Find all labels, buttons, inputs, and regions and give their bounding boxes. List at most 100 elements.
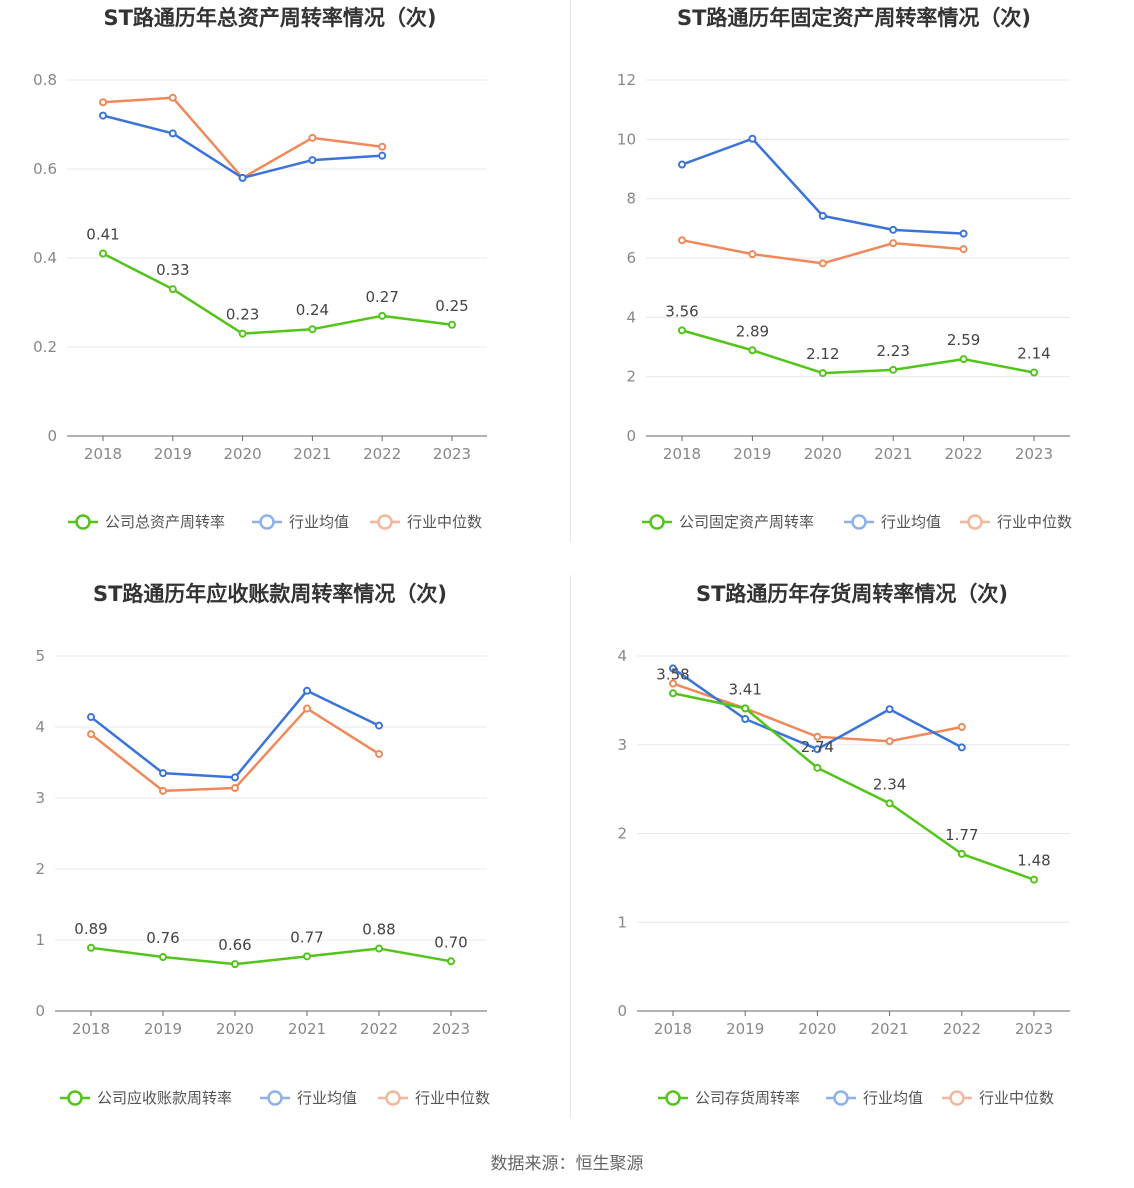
legend-item-industry-average[interactable]: 行业均值	[252, 513, 349, 531]
data-label: 1.77	[945, 826, 978, 844]
y-tick-label: 4	[626, 308, 636, 326]
data-point-industry-median[interactable]	[959, 245, 968, 254]
data-point-industry-average[interactable]	[813, 745, 822, 754]
data-label: 3.58	[656, 665, 689, 683]
data-point-industry-average[interactable]	[889, 225, 898, 234]
data-point-industry-average[interactable]	[957, 743, 966, 752]
data-point-company[interactable]	[669, 689, 677, 698]
data-point-industry-median[interactable]	[99, 98, 107, 107]
legend-label: 公司固定资产周转率	[679, 513, 814, 531]
legend-item-industry-median[interactable]: 行业中位数	[378, 1089, 490, 1107]
data-point-company[interactable]	[87, 943, 95, 952]
data-point-industry-average[interactable]	[678, 160, 686, 169]
data-point-company[interactable]	[1030, 368, 1038, 377]
legend-item-industry-average[interactable]: 行业均值	[844, 513, 941, 531]
data-point-industry-median[interactable]	[231, 784, 239, 793]
data-point-company[interactable]	[378, 311, 387, 320]
data-point-company[interactable]	[375, 944, 383, 953]
data-point-industry-average[interactable]	[168, 129, 177, 138]
data-point-company[interactable]	[678, 326, 686, 335]
data-point-industry-median[interactable]	[303, 704, 311, 713]
data-point-company[interactable]	[813, 763, 822, 772]
legend-label: 公司存货周转率	[695, 1089, 800, 1107]
legend-item-industry-median[interactable]: 行业中位数	[370, 513, 482, 531]
legend-marker	[649, 514, 665, 530]
data-point-company[interactable]	[238, 329, 247, 338]
data-point-industry-median[interactable]	[378, 142, 387, 151]
data-label: 1.48	[1017, 852, 1050, 870]
data-point-company[interactable]	[308, 325, 317, 334]
data-point-industry-median[interactable]	[889, 239, 898, 248]
legend-item-company[interactable]: 公司总资产周转率	[68, 513, 225, 531]
x-tick-label: 2021	[288, 1020, 326, 1038]
data-point-company[interactable]	[885, 799, 894, 808]
legend-marker	[259, 514, 275, 530]
data-point-company[interactable]	[1030, 875, 1038, 884]
data-point-industry-average[interactable]	[87, 713, 95, 722]
data-point-industry-average[interactable]	[231, 773, 239, 782]
data-point-industry-median[interactable]	[748, 250, 757, 259]
data-point-company[interactable]	[168, 285, 177, 294]
data-label: 0.23	[226, 306, 259, 324]
data-point-industry-median[interactable]	[669, 679, 677, 688]
data-point-industry-median[interactable]	[813, 732, 822, 741]
vertical-divider-bottom	[570, 575, 571, 1118]
data-point-industry-average[interactable]	[238, 173, 247, 182]
data-point-industry-median[interactable]	[375, 749, 383, 758]
data-point-industry-average[interactable]	[99, 111, 107, 120]
data-point-company[interactable]	[741, 704, 750, 713]
data-point-industry-median[interactable]	[87, 730, 95, 739]
legend-marker	[267, 1090, 283, 1106]
data-point-company[interactable]	[99, 249, 107, 258]
data-point-industry-median[interactable]	[885, 737, 894, 746]
data-point-company[interactable]	[447, 957, 455, 966]
data-point-industry-median[interactable]	[818, 259, 827, 268]
data-point-industry-median[interactable]	[308, 133, 317, 142]
data-point-industry-average[interactable]	[669, 664, 677, 673]
legend-item-industry-average[interactable]: 行业均值	[260, 1089, 357, 1107]
chart-panel-inventory-turnover: ST路通历年存货周转率情况（次) 0 1 2 3 4 2018 2019 2020 2021 202…	[576, 575, 1134, 1120]
legend-label: 行业中位数	[979, 1089, 1054, 1107]
data-point-company[interactable]	[889, 365, 898, 374]
data-point-company[interactable]	[303, 952, 311, 961]
y-tick-label: 0	[35, 1002, 45, 1020]
data-point-company[interactable]	[957, 849, 966, 858]
data-point-industry-median[interactable]	[159, 786, 167, 795]
data-point-company[interactable]	[748, 346, 757, 355]
data-point-industry-average[interactable]	[741, 715, 750, 724]
data-label: 0.76	[146, 929, 179, 947]
data-point-industry-average[interactable]	[748, 134, 757, 143]
data-point-industry-average[interactable]	[885, 705, 894, 714]
data-label: 2.74	[801, 738, 834, 756]
chart-svg: ST路通历年应收账款周转率情况（次) 0 1 2 3 4 5 2018 2019 2020 2021…	[35, 582, 490, 1107]
data-point-industry-average[interactable]	[818, 211, 827, 220]
data-point-industry-average[interactable]	[378, 151, 387, 160]
legend-item-company[interactable]: 公司固定资产周转率	[642, 513, 814, 531]
data-point-company[interactable]	[231, 960, 239, 969]
y-tick-label: 10	[617, 130, 636, 148]
chart-title: ST路通历年固定资产周转率情况（次)	[677, 6, 1031, 30]
legend-item-industry-median[interactable]: 行业中位数	[942, 1089, 1054, 1107]
data-point-company[interactable]	[448, 320, 456, 329]
data-point-industry-average[interactable]	[308, 156, 317, 165]
data-point-industry-average[interactable]	[159, 769, 167, 778]
data-point-industry-median[interactable]	[168, 93, 177, 102]
legend-item-industry-median[interactable]: 行业中位数	[960, 513, 1072, 531]
x-tick-label: 2022	[943, 1020, 981, 1038]
data-point-industry-average[interactable]	[375, 721, 383, 730]
data-point-industry-median[interactable]	[957, 723, 966, 731]
chart-title: ST路通历年总资产周转率情况（次)	[103, 6, 436, 30]
data-point-company[interactable]	[959, 355, 968, 364]
legend-marker	[949, 1090, 965, 1106]
x-tick-label: 2022	[363, 445, 401, 463]
data-point-company[interactable]	[159, 953, 167, 962]
legend-item-company[interactable]: 公司应收账款周转率	[60, 1089, 232, 1107]
data-point-industry-average[interactable]	[303, 686, 311, 695]
legend-marker	[851, 514, 867, 530]
x-tick-label: 2023	[432, 1020, 470, 1038]
data-point-industry-average[interactable]	[959, 229, 968, 238]
data-point-company[interactable]	[818, 369, 827, 378]
legend-item-company[interactable]: 公司存货周转率	[658, 1089, 800, 1107]
legend-item-industry-average[interactable]: 行业均值	[826, 1089, 923, 1107]
data-point-industry-median[interactable]	[678, 236, 686, 245]
